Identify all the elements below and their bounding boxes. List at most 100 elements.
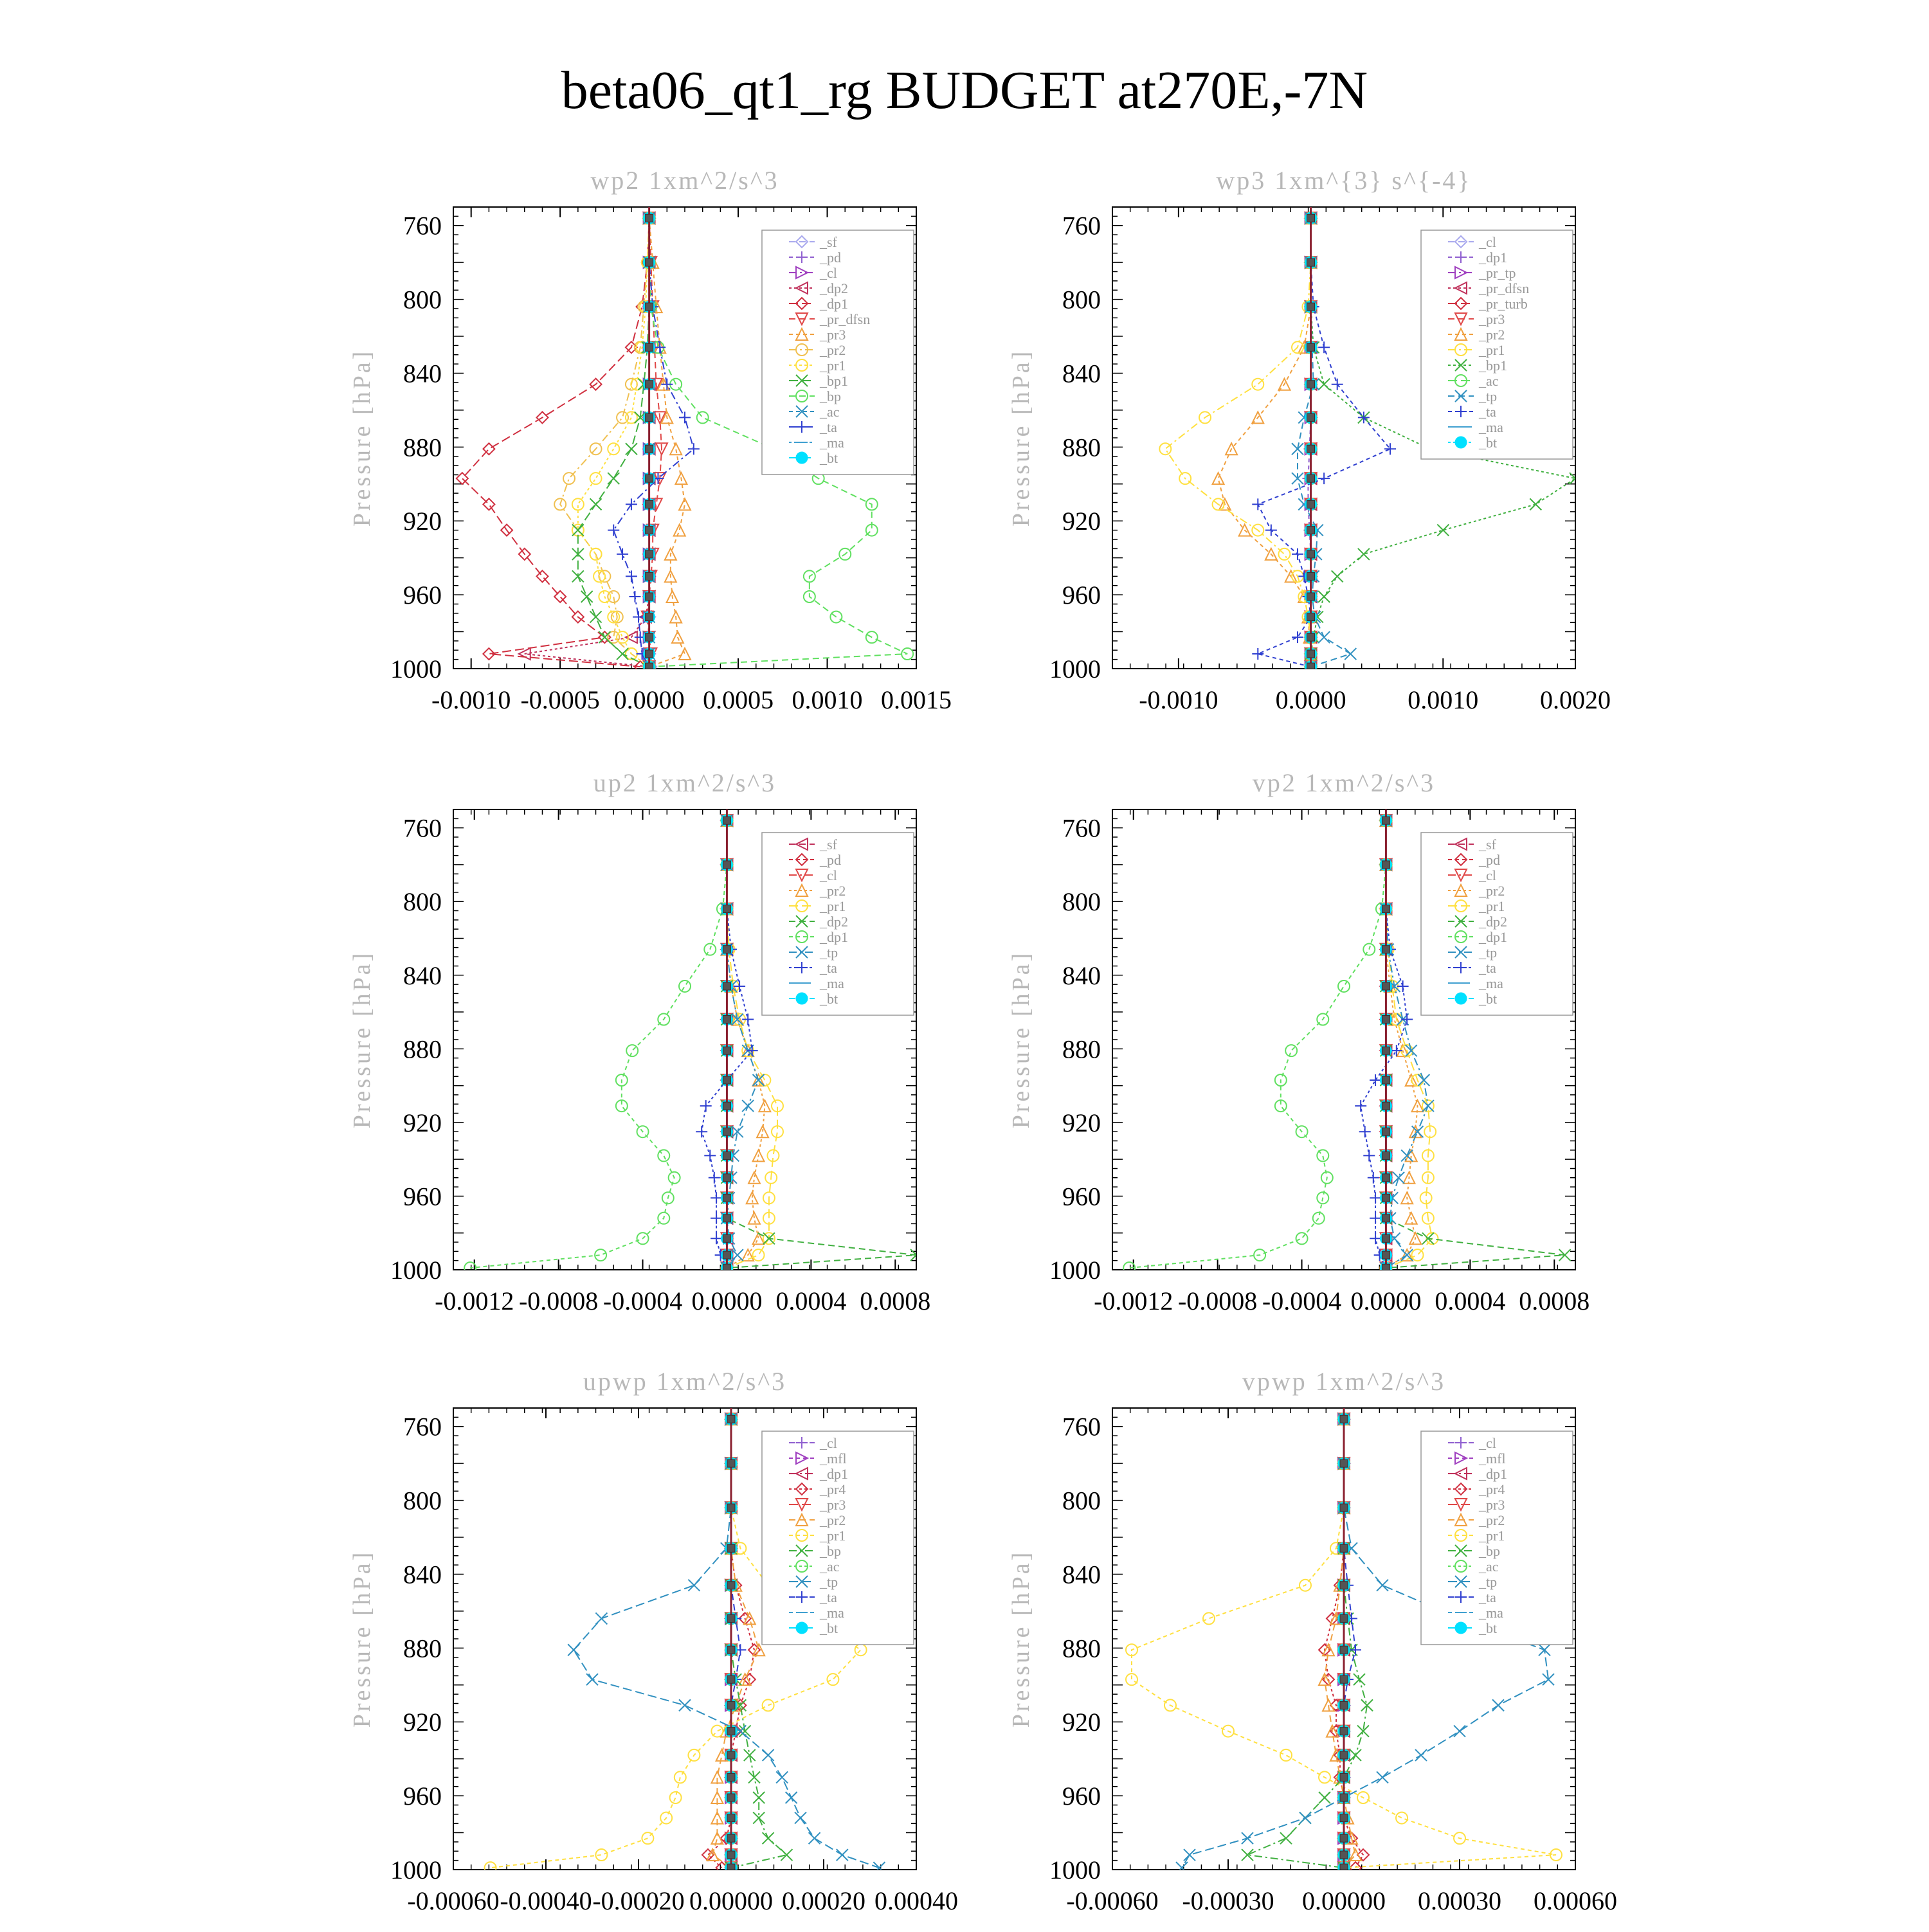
data-point — [1337, 979, 1350, 993]
data-point — [910, 1249, 916, 1261]
legend-marker — [795, 930, 808, 943]
bt-marker — [645, 258, 654, 267]
legend-item: _pr4 — [1448, 1481, 1505, 1497]
data-point — [1400, 1191, 1414, 1205]
data-point — [873, 1861, 886, 1870]
data-point — [1318, 378, 1330, 391]
data-point — [1402, 1170, 1417, 1184]
series_pr1 — [571, 212, 656, 669]
data-point — [1370, 1232, 1382, 1245]
legend-marker — [795, 266, 810, 280]
legend-label: _sf — [819, 836, 838, 853]
legend-label: _ta — [1478, 1589, 1496, 1605]
data-point — [1408, 1231, 1422, 1245]
legend-label: _dp1 — [1478, 249, 1507, 266]
legend-label: _cl — [819, 265, 837, 281]
legend-label: _bt — [1478, 435, 1497, 451]
x-tick-label: -0.0012 — [435, 1286, 514, 1315]
bt-marker — [727, 1614, 736, 1623]
data-point — [1370, 1074, 1382, 1087]
legend-marker — [1454, 327, 1468, 341]
legend-marker — [794, 1467, 808, 1481]
legend-label: _ta — [819, 960, 837, 976]
data-point — [1265, 524, 1277, 536]
legend-label: _bt — [1478, 1620, 1497, 1636]
data-point — [1252, 498, 1264, 510]
bt-marker — [645, 633, 654, 642]
legend-label: _ta — [819, 419, 837, 435]
legend-label: _tp — [819, 944, 838, 961]
legend-marker — [1454, 436, 1467, 449]
data-point — [1316, 1191, 1330, 1205]
bt-marker — [722, 816, 731, 825]
data-point — [616, 411, 629, 424]
legend-marker — [795, 235, 809, 249]
y-tick-label: 960 — [403, 1182, 442, 1211]
y-axis-label: Pressure [hPa] — [1008, 951, 1035, 1129]
data-point — [607, 472, 620, 485]
data-point — [1253, 1249, 1267, 1262]
series_pr1 — [1159, 212, 1318, 669]
legend-marker — [795, 390, 808, 402]
y-tick-label: 840 — [403, 359, 442, 388]
legend-item: _bt — [1448, 991, 1497, 1007]
series_ta — [725, 1413, 747, 1870]
x-tick-label: 0.0005 — [703, 685, 774, 714]
data-point — [1123, 1261, 1136, 1270]
plot-area — [1159, 207, 1575, 669]
legend-label: _pr3 — [819, 1497, 846, 1513]
legend-marker — [1454, 296, 1468, 311]
chart-title: wp3 1xm^{3} s^{-4} — [1216, 166, 1471, 195]
bt-marker — [727, 1701, 736, 1710]
data-point — [1370, 1212, 1382, 1224]
legend-item: _ac — [789, 404, 840, 420]
legend-item: _ta — [789, 419, 837, 435]
data-point — [1392, 1171, 1405, 1184]
data-point — [536, 410, 549, 424]
plot-area — [1123, 809, 1571, 1270]
legend-label: _ma — [1478, 419, 1503, 435]
data-point — [1401, 1013, 1413, 1025]
data-point — [1359, 1126, 1371, 1138]
data-point — [752, 1791, 765, 1804]
x-tick-label: 0.0008 — [860, 1286, 930, 1315]
data-point — [1357, 1724, 1370, 1738]
legend-label: _cl — [1478, 867, 1496, 883]
legend-item: _bt — [789, 991, 838, 1007]
legend-label: _pr_tp — [1478, 265, 1516, 281]
legend-marker — [1454, 343, 1467, 356]
data-point — [616, 631, 629, 644]
legend-item: _mfl — [789, 1450, 847, 1467]
bt-marker — [722, 1263, 731, 1270]
chart-title: wp2 1xm^2/s^3 — [590, 166, 779, 195]
bt-marker — [645, 550, 654, 559]
legend-item: _sf — [789, 234, 838, 250]
x-tick-label: -0.0004 — [603, 1286, 682, 1315]
legend-marker — [1454, 235, 1468, 249]
legend-marker — [795, 1482, 809, 1496]
data-point — [711, 1724, 724, 1738]
bt-marker — [1339, 1863, 1348, 1870]
data-point — [734, 1699, 747, 1712]
data-point — [664, 569, 678, 583]
y-tick-label: 920 — [1062, 1108, 1101, 1137]
data-point — [593, 570, 606, 583]
data-point — [829, 610, 843, 624]
legend-marker — [796, 1437, 808, 1449]
bt-marker — [1381, 905, 1390, 914]
bt-marker — [722, 1046, 731, 1055]
data-point — [1538, 1643, 1551, 1656]
data-point — [705, 1847, 720, 1862]
data-point — [669, 1791, 682, 1804]
legend-label: _bt — [819, 1620, 838, 1636]
bt-marker — [722, 1234, 731, 1243]
data-point — [1410, 1098, 1425, 1113]
data-point — [1350, 1644, 1361, 1656]
data-point — [1284, 569, 1298, 583]
bt-marker — [1381, 1173, 1390, 1182]
data-point — [589, 498, 602, 511]
y-tick-label: 920 — [403, 507, 442, 536]
data-point — [679, 411, 691, 424]
series_bp — [1241, 1413, 1373, 1870]
data-point — [865, 498, 878, 511]
